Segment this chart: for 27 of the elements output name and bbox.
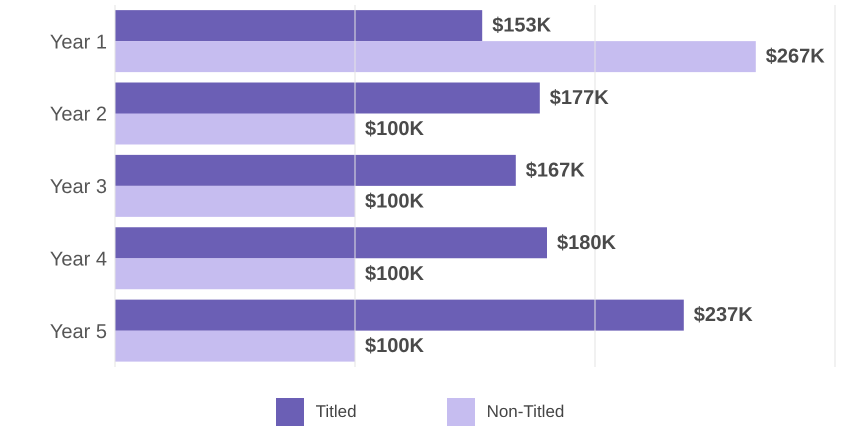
- bar: [115, 258, 355, 290]
- data-label: $267K: [766, 46, 826, 68]
- bar: [115, 82, 540, 114]
- y-tick-label: Year 1: [50, 31, 107, 54]
- data-label: $100K: [365, 262, 424, 285]
- data-label: $100K: [365, 190, 424, 212]
- data-label: $180K: [557, 232, 616, 254]
- data-label: $100K: [365, 118, 424, 140]
- data-label: $167K: [526, 159, 586, 182]
- y-tick-label: Year 2: [50, 104, 107, 126]
- legend-label: Titled: [316, 402, 357, 422]
- legend-label: Non-Titled: [486, 402, 564, 422]
- data-label: $100K: [365, 335, 424, 358]
- bar: [115, 186, 355, 217]
- bar: [115, 41, 756, 72]
- bar: [115, 330, 355, 362]
- bar: [115, 113, 355, 144]
- y-tick-label: Year 4: [50, 248, 107, 270]
- data-label: $153K: [492, 14, 552, 37]
- y-tick-label: Year 3: [50, 176, 107, 198]
- data-label: $177K: [550, 86, 610, 109]
- bar: [115, 227, 547, 258]
- bar: [115, 10, 482, 42]
- data-label: $237K: [694, 304, 754, 326]
- bar: [115, 154, 516, 186]
- bar: [115, 300, 684, 331]
- y-tick-label: Year 5: [50, 320, 107, 343]
